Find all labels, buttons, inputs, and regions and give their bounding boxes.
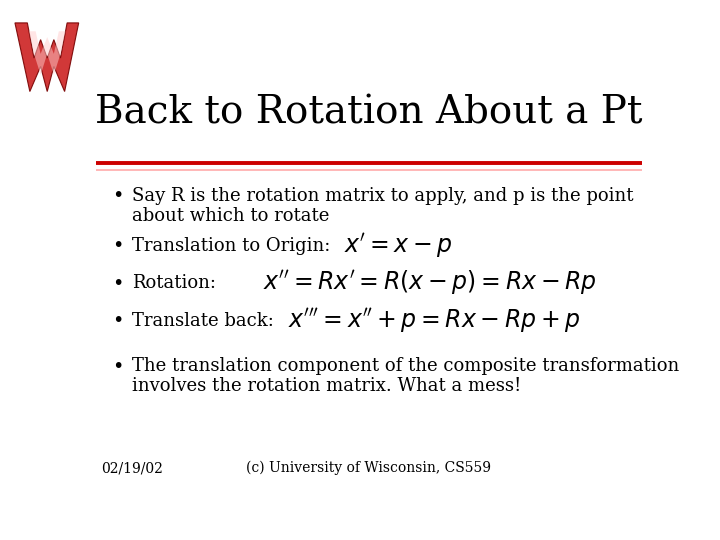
Text: 02/19/02: 02/19/02 — [101, 461, 163, 475]
Polygon shape — [15, 23, 78, 91]
Text: •: • — [112, 357, 124, 376]
Text: $x' = x - p$: $x' = x - p$ — [344, 231, 453, 260]
Text: $x''' = x'' + p = Rx - Rp + p$: $x''' = x'' + p = Rx - Rp + p$ — [288, 306, 581, 335]
Text: (c) University of Wisconsin, CS559: (c) University of Wisconsin, CS559 — [246, 461, 492, 475]
Text: •: • — [112, 186, 124, 205]
Text: Say R is the rotation matrix to apply, and p is the point: Say R is the rotation matrix to apply, a… — [132, 187, 634, 205]
Polygon shape — [29, 31, 66, 75]
Text: involves the rotation matrix. What a mess!: involves the rotation matrix. What a mes… — [132, 377, 521, 395]
Text: Back to Rotation About a Pt: Back to Rotation About a Pt — [95, 94, 643, 131]
Text: •: • — [112, 311, 124, 330]
Text: $x'' = Rx' = R(x - p) = Rx - Rp$: $x'' = Rx' = R(x - p) = Rx - Rp$ — [263, 269, 597, 298]
Text: about which to rotate: about which to rotate — [132, 207, 329, 225]
Text: The translation component of the composite transformation: The translation component of the composi… — [132, 357, 679, 375]
Text: Rotation:: Rotation: — [132, 274, 216, 292]
Text: •: • — [112, 274, 124, 293]
Text: Translation to Origin:: Translation to Origin: — [132, 237, 330, 255]
Text: Translate back:: Translate back: — [132, 312, 274, 329]
Text: •: • — [112, 236, 124, 255]
